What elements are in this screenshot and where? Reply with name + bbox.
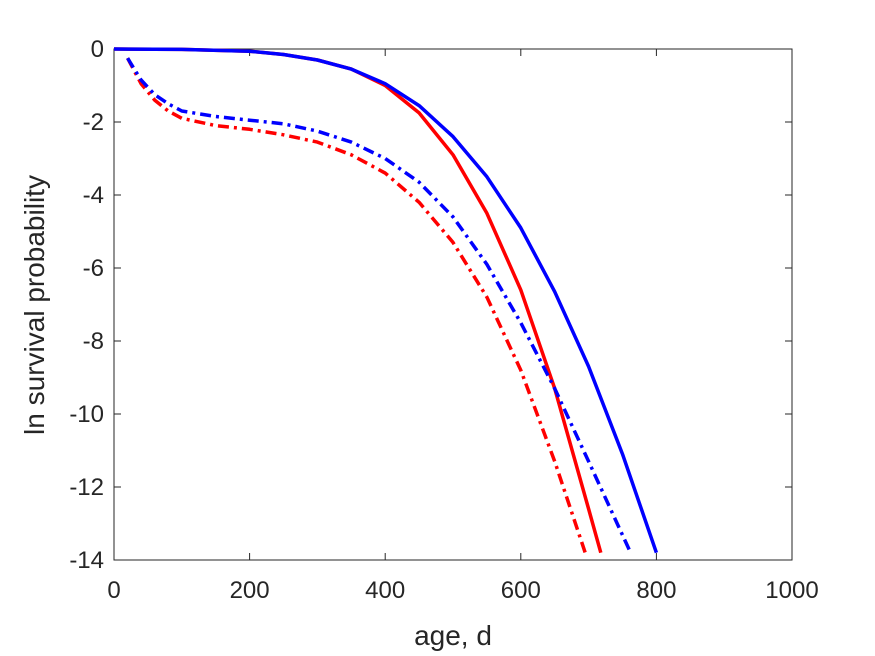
y-tick-label: -4 xyxy=(83,182,104,209)
y-tick-label: -2 xyxy=(83,109,104,136)
y-axis-label: ln survival probability xyxy=(19,175,50,435)
x-tick-label: 0 xyxy=(107,577,120,604)
y-tick-label: -10 xyxy=(69,401,104,428)
y-tick-label: -8 xyxy=(83,328,104,355)
tick-labels: 0 200 400 600 800 1000 0 -2 -4 -6 -8 -10 -12 -14 xyxy=(69,36,818,604)
x-axis-label: age, d xyxy=(414,620,492,651)
y-tick-label: -14 xyxy=(69,547,104,574)
x-tick-label: 1000 xyxy=(765,577,818,604)
y-tick-label: -12 xyxy=(69,474,104,501)
y-tick-label: 0 xyxy=(91,36,104,63)
x-tick-label: 400 xyxy=(365,577,405,604)
plot-area xyxy=(113,48,793,561)
series-group xyxy=(113,47,659,554)
x-tick-label: 800 xyxy=(636,577,676,604)
series-line-2-solid xyxy=(113,47,659,554)
x-tick-label: 200 xyxy=(230,577,270,604)
x-tick-label: 600 xyxy=(501,577,541,604)
y-tick-label: -6 xyxy=(83,255,104,282)
